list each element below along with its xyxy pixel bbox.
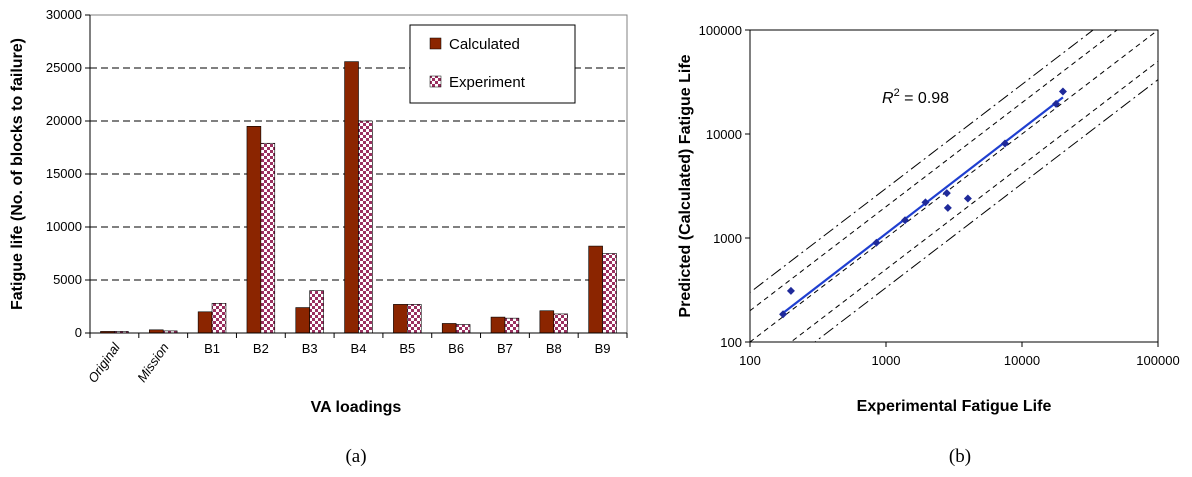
x-tick-label-b3: B3 [302,341,318,356]
bar-experiment-b1 [211,303,227,334]
y-tick-label: 100 [720,335,742,350]
bar-calculated-b4 [344,61,359,334]
y-tick-label: 1000 [713,231,742,246]
chart-a-bars [100,61,617,334]
y-tick-label: 30000 [46,7,82,22]
reference-line-3 [750,30,1094,294]
r2-superscript: 2 [894,87,900,99]
reference-line-1 [750,30,1118,312]
chart-a-y-ticks: 0 5000 10000 15000 20000 25000 30000 [46,7,90,340]
data-point-8 [1001,139,1010,148]
chart-b-y-label: Predicted (Calculated) Fatigue Life [677,54,694,317]
data-point-3 [901,216,910,225]
bar-calculated-b1 [197,311,213,334]
x-tick-label-b7: B7 [497,341,513,356]
legend-label-calculated: Calculated [449,36,520,53]
chart-b: 100 1000 10000 100000 100 1000 10000 100000 Pr… [677,23,1180,467]
data-point-1 [786,286,795,295]
chart-b-fit-line [782,96,1064,314]
x-tick-label-b2: B2 [253,341,269,356]
chart-b-points [779,87,1067,319]
bar-calculated-b3 [295,307,310,334]
bar-calculated-b5 [393,304,408,334]
legend-swatch-experiment [429,75,442,88]
x-tick-label: 1000 [872,353,901,368]
x-tick-label-b5: B5 [399,341,415,356]
bar-calculated-b8 [539,310,555,334]
bar-experiment-b8 [553,313,568,334]
bar-calculated-b9 [588,245,603,334]
data-point-7 [963,194,972,203]
y-tick-label: 20000 [46,113,82,128]
x-tick-label-b8: B8 [546,341,562,356]
data-point-10 [1058,87,1067,96]
chart-b-x-ticks: 100 1000 10000 100000 [739,342,1180,368]
bar-calculated-b2 [246,126,262,334]
y-tick-label: 0 [75,325,82,340]
x-tick-label-mission: Mission [134,340,172,385]
bar-calculated-b6 [441,323,457,334]
x-tick-label: 100 [739,353,761,368]
chart-a-x-ticks: Original Mission B1 B2 B3 B4 B5 B6 B7 B8 B9 [85,333,628,385]
x-tick-label: 100000 [1136,353,1179,368]
chart-b-y-ticks: 100 1000 10000 100000 [699,23,750,350]
chart-b-x-label: Experimental Fatigue Life [857,398,1052,415]
bar-experiment-b3 [309,290,324,334]
data-point-9 [1052,99,1061,108]
chart-a-x-label: VA loadings [311,399,402,416]
r2-value: = 0.98 [900,90,949,107]
x-tick-label-b4: B4 [351,341,367,356]
data-point-6 [943,203,952,212]
chart-a-y-label: Fatigue life (No. of blocks to failure) [9,38,26,310]
bar-experiment-b5 [407,304,422,334]
legend-swatch-calculated [429,37,442,50]
x-tick-label: 10000 [1004,353,1040,368]
reference-line-4 [814,78,1158,342]
y-tick-label: 15000 [46,166,82,181]
y-tick-label: 100000 [699,23,742,38]
reference-line-0 [750,30,1158,342]
y-tick-label: 25000 [46,60,82,75]
data-point-2 [872,238,881,247]
bar-experiment-b7 [504,317,520,334]
bar-calculated-b7 [490,316,506,334]
bar-experiment-b2 [260,142,276,334]
chart-b-reference-lines [750,30,1158,342]
bar-experiment-b6 [455,324,471,334]
bar-experiment-b9 [602,253,617,334]
fit-line [782,96,1064,314]
legend-label-experiment: Experiment [449,74,526,91]
bar-experiment-b4 [358,120,373,334]
x-tick-label-b9: B9 [595,341,611,356]
y-tick-label: 5000 [53,272,82,287]
chart-b-panel-label: (b) [949,446,971,467]
chart-a-panel-label: (a) [345,446,366,467]
x-tick-label-b1: B1 [204,341,220,356]
chart-b-r2-annotation: R2 = 0.98 [882,87,949,107]
x-tick-label-original: Original [85,339,124,385]
data-point-0 [779,310,788,319]
data-point-5 [942,189,951,198]
x-tick-label-b6: B6 [448,341,464,356]
chart-b-plot-area [749,29,1159,343]
chart-a: 0 5000 10000 15000 20000 25000 30000 Original M… [9,7,628,467]
y-tick-label: 10000 [706,127,742,142]
y-tick-label: 10000 [46,219,82,234]
data-point-4 [921,198,930,207]
r2-symbol: R [882,90,894,107]
chart-a-legend: Calculated Experiment [409,24,576,104]
